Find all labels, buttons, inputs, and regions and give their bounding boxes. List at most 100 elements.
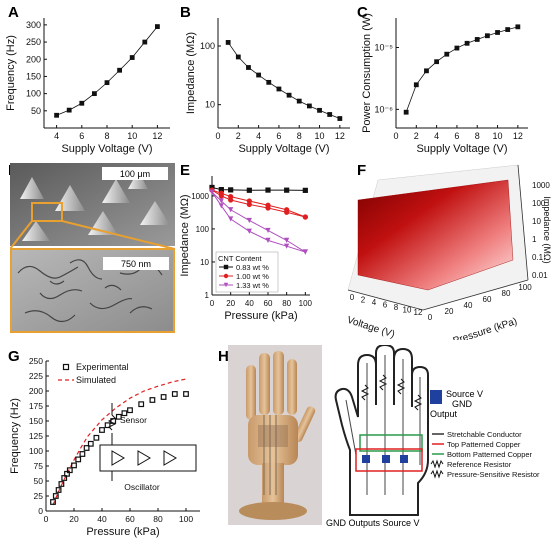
data-point (246, 187, 252, 193)
data-point (79, 451, 86, 457)
x-tick-label: 60 (125, 514, 135, 524)
y-axis-label: Impedance (MΩ) (185, 32, 197, 114)
series-line (211, 186, 306, 191)
x-tick-label: 0 (210, 299, 215, 308)
data-point (265, 227, 271, 234)
y-tick-label: 20 (445, 307, 454, 316)
data-point (92, 91, 97, 97)
y-axis-label: Frequency (Hz) (5, 35, 17, 111)
chart-a: 4 6 8 10 12 50 100 150 200 250 300 Supply Voltage (… (5, 18, 170, 155)
y-tick-label: 125 (29, 431, 43, 441)
y-tick-label: 0 (38, 506, 43, 516)
x-tick-label: 6 (383, 301, 388, 310)
legend-label: Reference Resistor (447, 460, 512, 469)
x-tick-label: 40 (97, 514, 107, 524)
legend-marker (223, 264, 229, 270)
data-point (444, 51, 450, 57)
data-point (129, 55, 135, 60)
y-axis-label: Frequency (Hz) (9, 398, 21, 474)
oscillator-label: Oscillator (124, 482, 160, 492)
panel-label-f: F (357, 162, 367, 179)
y-tick-label: 10 (200, 258, 209, 267)
x-tick-label: 2 (361, 296, 366, 305)
y-tick-label: 200 (26, 54, 41, 64)
sem-micrograph-image: 100 μm 750 nm (10, 163, 175, 333)
y-tick-label: 100 (200, 41, 215, 51)
wooden-hand-image (239, 351, 316, 520)
x-tick-label: 10 (127, 131, 137, 141)
data-point (228, 194, 234, 200)
panel-label-b: B (180, 4, 191, 21)
x-tick-label: 20 (226, 299, 235, 308)
legend-label: 1.33 wt % (236, 281, 269, 290)
data-point (284, 187, 290, 193)
y-axis-label: Pressure (kPa) (452, 316, 519, 340)
gnd-label: GND (452, 399, 473, 409)
chart-b: 0 2 4 6 8 10 12 10 100 Supply Voltage (V) Impedanc… (185, 18, 350, 155)
x-axis-label: Voltage (V) (346, 315, 396, 340)
y-tick-label: 10 (205, 100, 215, 110)
z-tick-label: 10 (532, 217, 541, 226)
series-line (227, 42, 340, 119)
y-tick-label: 10⁻⁵ (375, 43, 394, 53)
y-tick-label: 100 (196, 225, 210, 234)
data-point (296, 98, 302, 104)
data-point (515, 24, 521, 30)
data-point (327, 112, 333, 117)
x-tick-label: 8 (394, 303, 399, 312)
hand-photo (228, 345, 322, 525)
y-tick-label: 50 (34, 476, 44, 486)
y-tick-label: 250 (29, 356, 43, 366)
data-point (246, 65, 251, 70)
data-point (256, 72, 262, 78)
x-tick-label: 10 (493, 131, 503, 141)
data-point (302, 214, 308, 220)
y-tick-label: 75 (34, 461, 44, 471)
y-tick-label: 1000 (191, 192, 209, 201)
y-axis-label: Impedance (MΩ) (179, 194, 191, 276)
data-point (104, 422, 111, 429)
panel-label-g: G (8, 348, 20, 365)
data-point (235, 54, 241, 60)
y-tick-label: 50 (31, 106, 41, 116)
data-point (209, 189, 215, 195)
data-point (302, 187, 308, 193)
data-point (246, 198, 252, 204)
y-tick-label: 100 (29, 446, 43, 456)
legend-label: Simulated (76, 375, 116, 385)
data-point (424, 68, 429, 74)
simulated-line (52, 378, 187, 506)
legend-label: Bottom Patterned Copper (447, 450, 533, 459)
data-point (434, 59, 440, 65)
y-tick-label: 100 (518, 283, 532, 292)
inverter (163, 450, 177, 466)
output-label: Output (430, 409, 458, 419)
x-tick-label: 0 (350, 293, 355, 302)
data-point (266, 79, 272, 85)
legend-label: 0.83 wt % (236, 263, 269, 272)
x-tick-label: 8 (104, 131, 109, 141)
data-point (93, 434, 100, 441)
y-tick-label: 0 (428, 313, 433, 322)
data-point (155, 24, 160, 29)
data-point (71, 462, 77, 469)
y-tick-label: 60 (483, 295, 492, 304)
data-point (495, 30, 500, 35)
x-tick-label: 80 (153, 514, 163, 524)
z-tick-label: 1000 (532, 181, 550, 190)
data-point (225, 40, 231, 45)
data-point (218, 187, 224, 193)
x-tick-label: 2 (414, 131, 419, 141)
x-tick-label: 60 (264, 299, 273, 308)
legend: Experimental Simulated (58, 362, 129, 385)
y-tick-label: 150 (29, 416, 43, 426)
panel-label-a: A (8, 4, 19, 21)
legend-marker-experimental (62, 363, 70, 371)
y-tick-label: 200 (29, 386, 43, 396)
series-line (56, 26, 158, 116)
glove-schematic: Source V GND Output Stretchable Conducto… (326, 345, 540, 528)
series-line (405, 26, 518, 113)
data-point (171, 391, 178, 397)
data-point (209, 184, 215, 191)
